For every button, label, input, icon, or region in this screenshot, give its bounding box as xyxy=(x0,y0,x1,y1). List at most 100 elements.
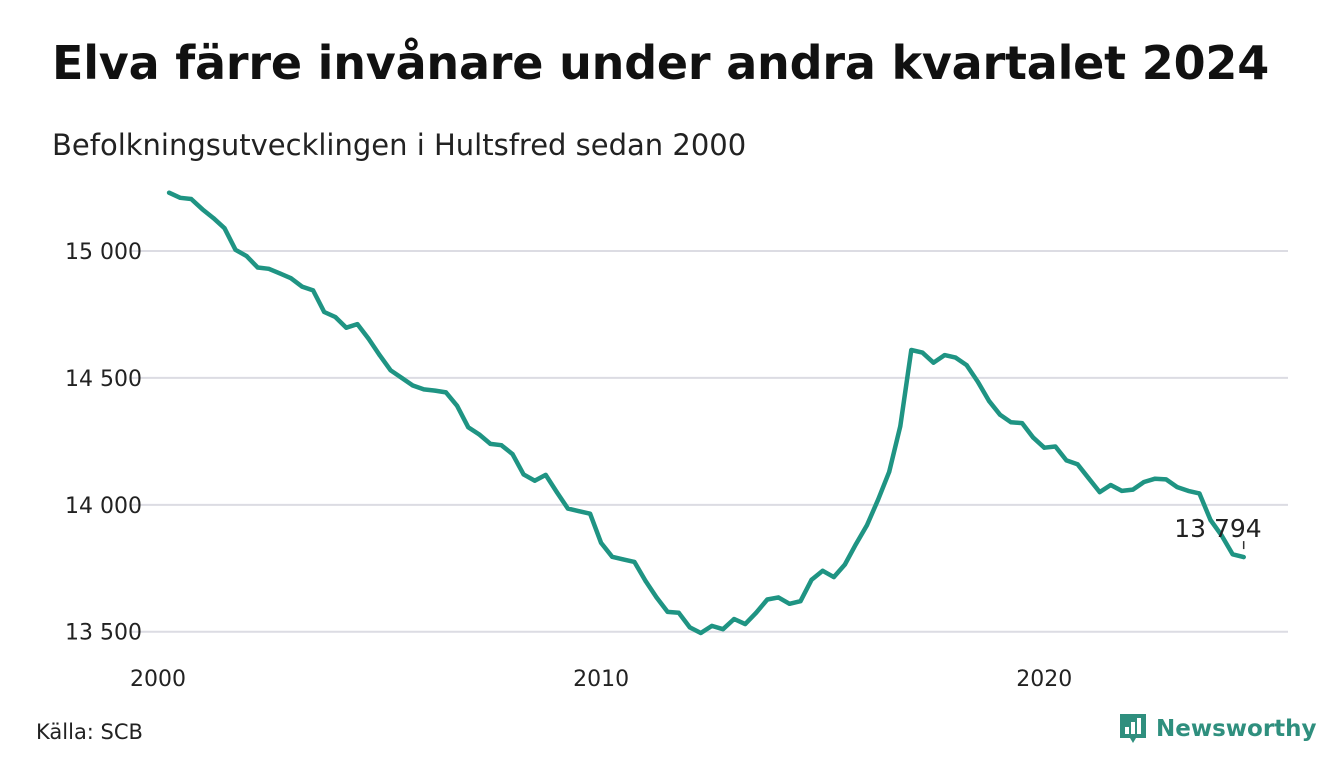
data-point-95 xyxy=(1219,533,1224,538)
brand-name: Newsworthy xyxy=(1156,716,1317,742)
data-point-5 xyxy=(222,226,227,231)
data-point-56 xyxy=(787,601,792,606)
data-point-67 xyxy=(909,348,914,353)
data-point-15 xyxy=(333,315,338,320)
data-point-70 xyxy=(942,353,947,358)
data-point-81 xyxy=(1064,458,1069,463)
x-tick-label-0: 2000 xyxy=(130,667,186,692)
data-point-74 xyxy=(986,398,991,403)
data-point-86 xyxy=(1119,488,1124,493)
data-point-97 xyxy=(1241,555,1246,560)
data-point-49 xyxy=(709,623,714,628)
page-subtitle: Befolkningsutvecklingen i Hultsfred seda… xyxy=(52,128,747,162)
data-point-30 xyxy=(499,443,504,448)
data-point-57 xyxy=(798,599,803,604)
data-point-17 xyxy=(355,322,360,327)
page-title: Elva färre invånare under andra kvartale… xyxy=(52,36,1270,90)
data-point-21 xyxy=(399,375,404,380)
y-tick-label-3: 15 000 xyxy=(65,240,142,265)
data-point-36 xyxy=(565,506,570,511)
data-point-93 xyxy=(1197,491,1202,496)
data-point-31 xyxy=(510,452,515,457)
data-point-48 xyxy=(698,630,703,635)
data-point-60 xyxy=(831,575,836,580)
annotation-layer: 13 794 xyxy=(1174,514,1262,550)
data-point-54 xyxy=(765,597,770,602)
data-point-87 xyxy=(1130,487,1135,492)
data-point-68 xyxy=(920,350,925,355)
data-point-64 xyxy=(876,497,881,502)
data-point-32 xyxy=(521,472,526,477)
data-point-94 xyxy=(1208,518,1213,523)
data-point-75 xyxy=(997,412,1002,417)
series-layer xyxy=(166,190,1246,636)
data-point-2 xyxy=(189,197,194,202)
data-point-12 xyxy=(300,284,305,289)
data-point-66 xyxy=(898,424,903,429)
data-point-55 xyxy=(776,595,781,600)
data-point-33 xyxy=(532,478,537,483)
data-point-79 xyxy=(1042,445,1047,450)
data-point-10 xyxy=(277,271,282,276)
y-axis-ticks: 13 500 14 000 14 500 15 000 xyxy=(65,240,142,646)
data-point-77 xyxy=(1020,421,1025,426)
data-point-3 xyxy=(200,207,205,212)
data-point-34 xyxy=(543,472,548,477)
data-point-51 xyxy=(732,617,737,622)
data-point-8 xyxy=(255,265,260,270)
data-point-69 xyxy=(931,360,936,365)
data-point-4 xyxy=(211,216,216,221)
data-point-44 xyxy=(654,595,659,600)
data-point-89 xyxy=(1153,476,1158,481)
data-point-73 xyxy=(975,379,980,384)
data-point-14 xyxy=(322,309,327,314)
data-point-42 xyxy=(632,559,637,564)
data-point-26 xyxy=(455,403,460,408)
data-point-20 xyxy=(388,368,393,373)
data-point-76 xyxy=(1009,420,1014,425)
data-point-16 xyxy=(344,325,349,330)
data-point-72 xyxy=(964,363,969,368)
data-point-45 xyxy=(665,609,670,614)
data-point-6 xyxy=(233,247,238,252)
data-point-38 xyxy=(588,511,593,516)
data-point-46 xyxy=(676,610,681,615)
x-axis-ticks: 2000 2010 2020 xyxy=(130,667,1072,692)
data-point-58 xyxy=(809,577,814,582)
data-point-78 xyxy=(1031,435,1036,440)
data-point-28 xyxy=(477,432,482,437)
data-point-83 xyxy=(1086,476,1091,481)
data-point-88 xyxy=(1141,479,1146,484)
data-point-40 xyxy=(610,554,615,559)
data-point-43 xyxy=(643,578,648,583)
data-point-22 xyxy=(410,383,415,388)
data-point-18 xyxy=(366,336,371,341)
data-point-23 xyxy=(421,387,426,392)
data-point-29 xyxy=(488,441,493,446)
y-tick-label-1: 14 000 xyxy=(65,494,142,519)
data-point-11 xyxy=(288,276,293,281)
data-point-63 xyxy=(865,523,870,528)
data-point-19 xyxy=(377,353,382,358)
data-point-39 xyxy=(599,540,604,545)
data-point-0 xyxy=(167,190,172,195)
data-point-92 xyxy=(1186,488,1191,493)
data-point-50 xyxy=(721,627,725,632)
data-point-27 xyxy=(466,425,471,430)
population-series-line xyxy=(166,190,1246,636)
data-point-25 xyxy=(444,390,449,395)
brand-logo[interactable]: Newsworthy xyxy=(1118,712,1317,746)
data-point-52 xyxy=(743,622,748,627)
data-point-96 xyxy=(1230,552,1235,557)
data-point-84 xyxy=(1097,490,1102,495)
data-point-35 xyxy=(554,490,559,495)
data-point-13 xyxy=(311,288,316,293)
data-point-61 xyxy=(842,562,847,567)
data-point-59 xyxy=(820,568,825,573)
data-point-53 xyxy=(754,610,759,615)
bar-chart-chat-icon xyxy=(1120,714,1146,743)
data-point-82 xyxy=(1075,462,1080,467)
data-point-9 xyxy=(266,266,271,271)
x-tick-label-2: 2020 xyxy=(1016,667,1072,692)
